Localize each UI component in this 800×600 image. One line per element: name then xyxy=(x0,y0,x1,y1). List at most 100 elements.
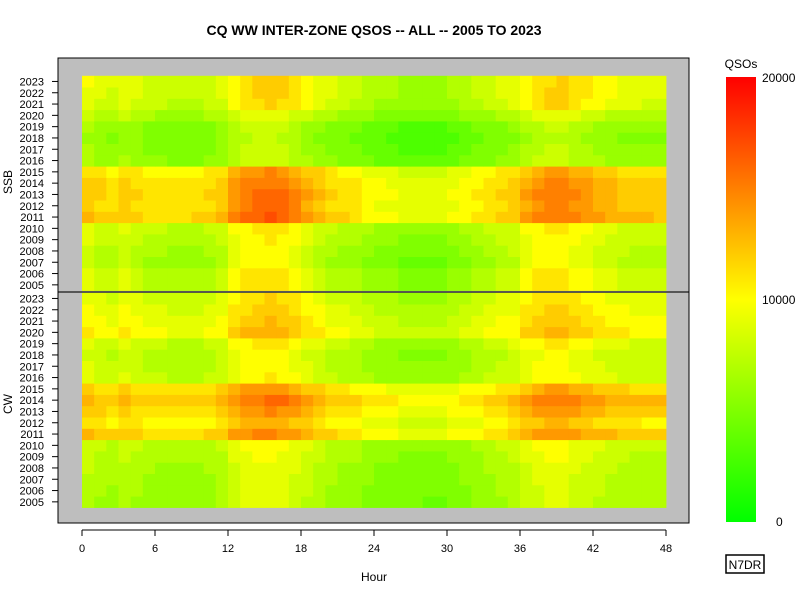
heatmap-cell xyxy=(325,428,338,441)
heatmap-cell xyxy=(605,349,618,361)
heatmap-cell xyxy=(349,349,363,361)
heatmap-cell xyxy=(434,473,448,486)
heatmap-cell xyxy=(532,154,545,167)
heatmap-cell xyxy=(130,304,144,316)
heatmap-cell xyxy=(337,166,351,178)
heatmap-cell xyxy=(422,109,436,122)
heatmap-cell xyxy=(471,383,484,395)
heatmap-cell xyxy=(653,484,667,497)
heatmap-cell xyxy=(507,451,521,463)
heatmap-cell xyxy=(556,200,570,212)
heatmap-cell xyxy=(215,234,229,246)
heatmap-cell xyxy=(142,211,156,224)
heatmap-cell xyxy=(532,473,545,486)
heatmap-cell xyxy=(544,371,557,384)
heatmap-cell xyxy=(337,121,351,133)
heatmap-cell xyxy=(203,349,217,361)
heatmap-cell xyxy=(240,98,253,111)
heatmap-cell xyxy=(641,428,655,441)
heatmap-cell xyxy=(459,371,472,384)
heatmap-cell xyxy=(507,188,521,201)
heatmap-cell xyxy=(130,267,144,280)
heatmap-cell xyxy=(264,496,278,508)
heatmap-cell xyxy=(179,417,192,429)
heatmap-cell xyxy=(556,256,570,269)
heatmap-cell xyxy=(167,166,180,178)
y-tick-label: 2023 xyxy=(20,76,44,88)
heatmap-cell xyxy=(386,417,399,429)
heatmap-cell xyxy=(252,405,265,418)
heatmap-cell xyxy=(434,267,448,280)
heatmap-cell xyxy=(264,417,278,429)
heatmap-cell xyxy=(130,211,144,224)
heatmap-cell xyxy=(507,245,521,257)
heatmap-cell xyxy=(398,121,411,133)
heatmap-cell xyxy=(228,200,241,212)
heatmap-cell xyxy=(617,177,630,190)
heatmap-cell xyxy=(568,154,582,167)
heatmap-cell xyxy=(264,383,278,395)
heatmap-cell xyxy=(288,439,302,452)
heatmap-cell xyxy=(641,360,655,373)
heatmap-cell xyxy=(264,462,278,474)
heatmap-cell xyxy=(447,304,460,316)
heatmap-cell xyxy=(410,75,424,88)
y-tick-label: 2007 xyxy=(20,257,44,269)
heatmap-cell xyxy=(179,473,192,486)
heatmap-cell xyxy=(580,292,594,305)
heatmap-cell xyxy=(507,304,521,316)
heatmap-cell xyxy=(252,166,265,178)
chart-title: CQ WW INTER-ZONE QSOS -- ALL -- 2005 TO … xyxy=(206,22,541,38)
heatmap-cell xyxy=(118,211,132,224)
heatmap-cell xyxy=(179,121,192,133)
heatmap-cell xyxy=(155,349,168,361)
heatmap-cell xyxy=(130,349,144,361)
heatmap-cell xyxy=(301,371,314,384)
heatmap-cell xyxy=(325,211,338,224)
heatmap-cell xyxy=(374,267,387,280)
heatmap-cell xyxy=(495,188,509,201)
heatmap-cell xyxy=(507,383,521,395)
heatmap-cell xyxy=(653,349,667,361)
heatmap-cell xyxy=(544,394,557,407)
heatmap-cell xyxy=(398,234,411,246)
heatmap-cell xyxy=(507,121,521,133)
heatmap-cell xyxy=(82,451,95,463)
heatmap-cell xyxy=(653,234,667,246)
heatmap-cell xyxy=(252,121,265,133)
heatmap-cell xyxy=(617,428,630,441)
heatmap-cell xyxy=(556,338,570,350)
heatmap-cell xyxy=(118,143,132,156)
heatmap-cell xyxy=(422,405,436,418)
heatmap-cell xyxy=(82,200,95,212)
heatmap-cell xyxy=(483,338,497,350)
heatmap-cell xyxy=(410,360,424,373)
heatmap-cell xyxy=(118,383,132,395)
heatmap-cell xyxy=(410,496,424,508)
heatmap-cell xyxy=(313,121,326,133)
heatmap-cell xyxy=(629,177,643,190)
heatmap-cell xyxy=(94,496,107,508)
heatmap-cell xyxy=(568,383,582,395)
heatmap-cell xyxy=(337,245,351,257)
heatmap-cell xyxy=(653,360,667,373)
heatmap-cell xyxy=(361,417,375,429)
heatmap-cell xyxy=(593,496,606,508)
heatmap-cell xyxy=(106,154,119,167)
heatmap-cell xyxy=(653,245,667,257)
heatmap-cell xyxy=(228,292,241,305)
heatmap-cell xyxy=(653,338,667,350)
heatmap-cell xyxy=(155,256,168,269)
heatmap-cell xyxy=(605,87,618,99)
heatmap-cell xyxy=(252,349,265,361)
heatmap-cell xyxy=(617,405,630,418)
heatmap-cell xyxy=(629,451,643,463)
heatmap-cell xyxy=(447,371,460,384)
heatmap-cell xyxy=(313,417,326,429)
heatmap-cell xyxy=(374,132,387,144)
heatmap-cell xyxy=(532,121,545,133)
heatmap-cell xyxy=(203,143,217,156)
heatmap-cell xyxy=(203,383,217,395)
heatmap-cell xyxy=(447,383,460,395)
heatmap-cell xyxy=(617,360,630,373)
